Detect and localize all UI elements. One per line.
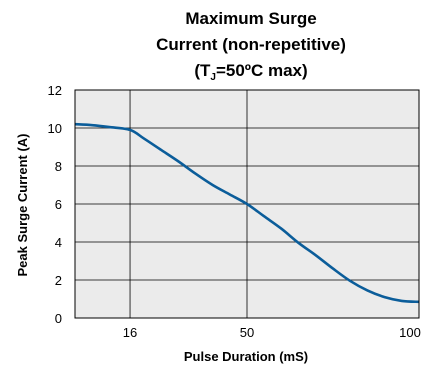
y-tick-label: 0 (55, 311, 62, 326)
y-tick-label: 10 (48, 121, 62, 136)
chart-title-line2: Current (non-repetitive) (156, 35, 346, 54)
chart-title-line3: (TJ=50ºC max) (194, 61, 307, 83)
y-tick-labels: 0 2 4 6 8 10 12 (48, 83, 62, 326)
y-tick-label: 8 (55, 159, 62, 174)
x-tick-label: 50 (240, 325, 254, 340)
series-line (74, 122, 420, 304)
y-tick-label: 2 (55, 273, 62, 288)
y-tick-label: 12 (48, 83, 62, 98)
chart-title-line3-suffix: =50ºC max) (216, 61, 308, 80)
x-tick-label: 100 (399, 325, 421, 340)
y-tick-label: 6 (55, 197, 62, 212)
chart-title-line3-prefix: (T (194, 61, 211, 80)
y-axis-label: Peak Surge Current (A) (15, 133, 30, 276)
plot-border (74, 89, 420, 319)
chart-title-line1: Maximum Surge (185, 9, 316, 28)
x-axis-label: Pulse Duration (mS) (184, 349, 308, 364)
y-tick-label: 4 (55, 235, 62, 250)
x-tick-label: 16 (123, 325, 137, 340)
x-tick-labels: 16 50 100 (123, 325, 421, 340)
chart-title-line3-sub: J (210, 72, 216, 83)
